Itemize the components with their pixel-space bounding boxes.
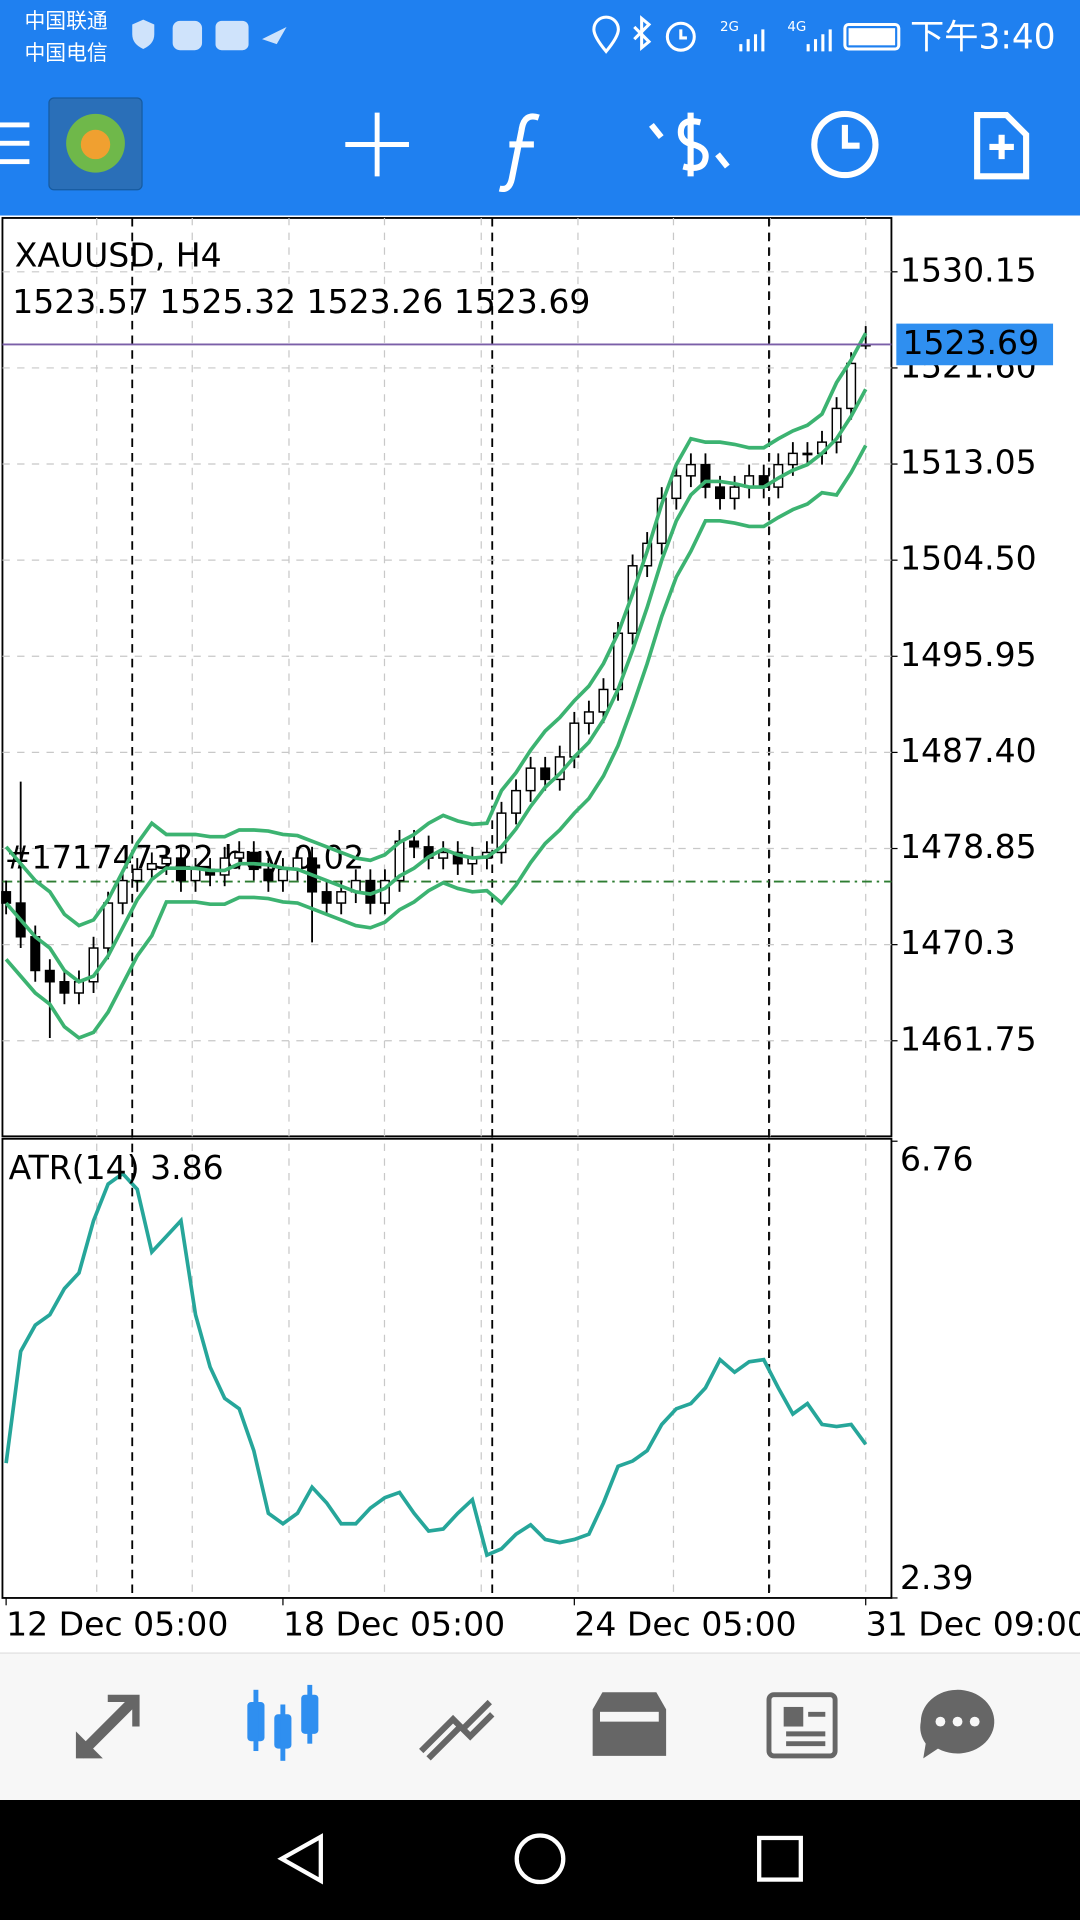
x-tick-label: 24 Dec 05:00 [574,1605,796,1644]
candle-body [671,475,682,500]
bottom-nav [0,1653,1080,1800]
history-tab[interactable] [592,1692,667,1756]
crosshair-button[interactable] [345,112,409,177]
candle-body [496,812,507,854]
candle-body [263,868,274,882]
network-label: 2G [720,20,739,35]
y-tick-label: 6.76 [900,1139,974,1178]
candle-body [103,902,114,949]
home-button[interactable] [514,1833,566,1885]
labels: 1461.75 1470.3 1478.85 1487.40 1495.95 1504.5… [5,250,1080,1644]
status-icons [132,15,901,54]
y-tick-label: 1513.05 [900,443,1037,482]
candle-body [88,947,99,983]
back-button[interactable] [277,1833,323,1885]
candle-body [59,981,70,994]
candle-body [438,851,449,859]
candle-body [336,891,347,904]
new-order-button[interactable] [974,112,1030,180]
network-label: 4G [787,20,806,35]
candle-body [248,851,259,871]
last-price-label: 1523.69 [902,323,1039,362]
candle-body [598,688,609,713]
news-tab[interactable] [766,1692,838,1759]
candle-body [277,868,288,882]
history-button[interactable] [811,110,879,179]
candle-body [190,868,201,882]
indicators-button[interactable] [498,113,540,193]
app-logo[interactable] [48,97,143,191]
atr-pane [1,1137,893,1599]
candle-body [846,362,857,410]
candle-body [583,711,594,724]
candle-body [219,857,230,876]
symbol-title: XAUUSD, H4 [15,236,222,275]
menu-button[interactable] [0,122,30,165]
candle-body [452,851,463,865]
band-line [4,388,868,984]
candle-body [409,840,420,848]
candle-body [729,486,740,500]
chart-tab[interactable] [247,1684,319,1761]
clock: 下午3:40 [910,18,1055,58]
carrier: 中国电信 [24,41,107,65]
chat-tab[interactable] [920,1689,995,1759]
y-tick-label: 1487.40 [900,731,1037,770]
marks: #171747322 buy 0.02 [1,271,892,1558]
y-tick-label: 1461.75 [900,1019,1037,1058]
y-tick-label: 1530.15 [900,250,1037,289]
system-nav [0,1800,1080,1920]
last-price-box [896,323,1054,366]
x-tick-label: 12 Dec 05:00 [6,1605,228,1644]
candle-body [132,868,143,882]
y-tick-label: 1504.50 [900,539,1037,578]
candle-body [787,452,798,466]
band-line [4,444,868,1041]
candle-body [700,463,711,488]
candle-body [146,862,157,871]
candle-body [1,891,12,904]
y-tick-label: 1478.85 [900,827,1037,866]
candle-body [525,767,536,792]
y-tick-label: 1470.3 [900,923,1016,962]
trade-tab[interactable] [419,1699,495,1761]
candle-body [44,969,55,983]
candle-body [161,857,172,865]
candle-body [627,565,638,634]
atr-title: ATR(14) 3.86 [9,1148,224,1187]
recents-button[interactable] [757,1835,803,1882]
candle-body [117,879,128,904]
y-tick-label: 2.39 [900,1558,974,1597]
ohlc-text: 1523.57 1525.32 1523.26 1523.69 [12,282,590,321]
candle-body [685,463,696,477]
atr-line [4,1171,868,1558]
candle-body [234,851,245,859]
x-tick-label: 18 Dec 05:00 [283,1605,505,1644]
candle-body [802,452,813,456]
band-line [4,332,868,928]
grid [96,217,867,1598]
candle-body [831,407,842,443]
carrier: 中国联通 [24,9,107,33]
x-tick-label: 31 Dec 09:00 [866,1605,1080,1644]
candle-body [30,936,41,972]
y-tick-label: 1495.95 [900,635,1037,674]
candle-body [540,767,551,781]
candle-body [715,486,726,500]
candle-body [511,789,522,814]
trade-button[interactable] [649,112,730,177]
price-pane [1,217,893,1138]
candle-body [321,891,332,904]
